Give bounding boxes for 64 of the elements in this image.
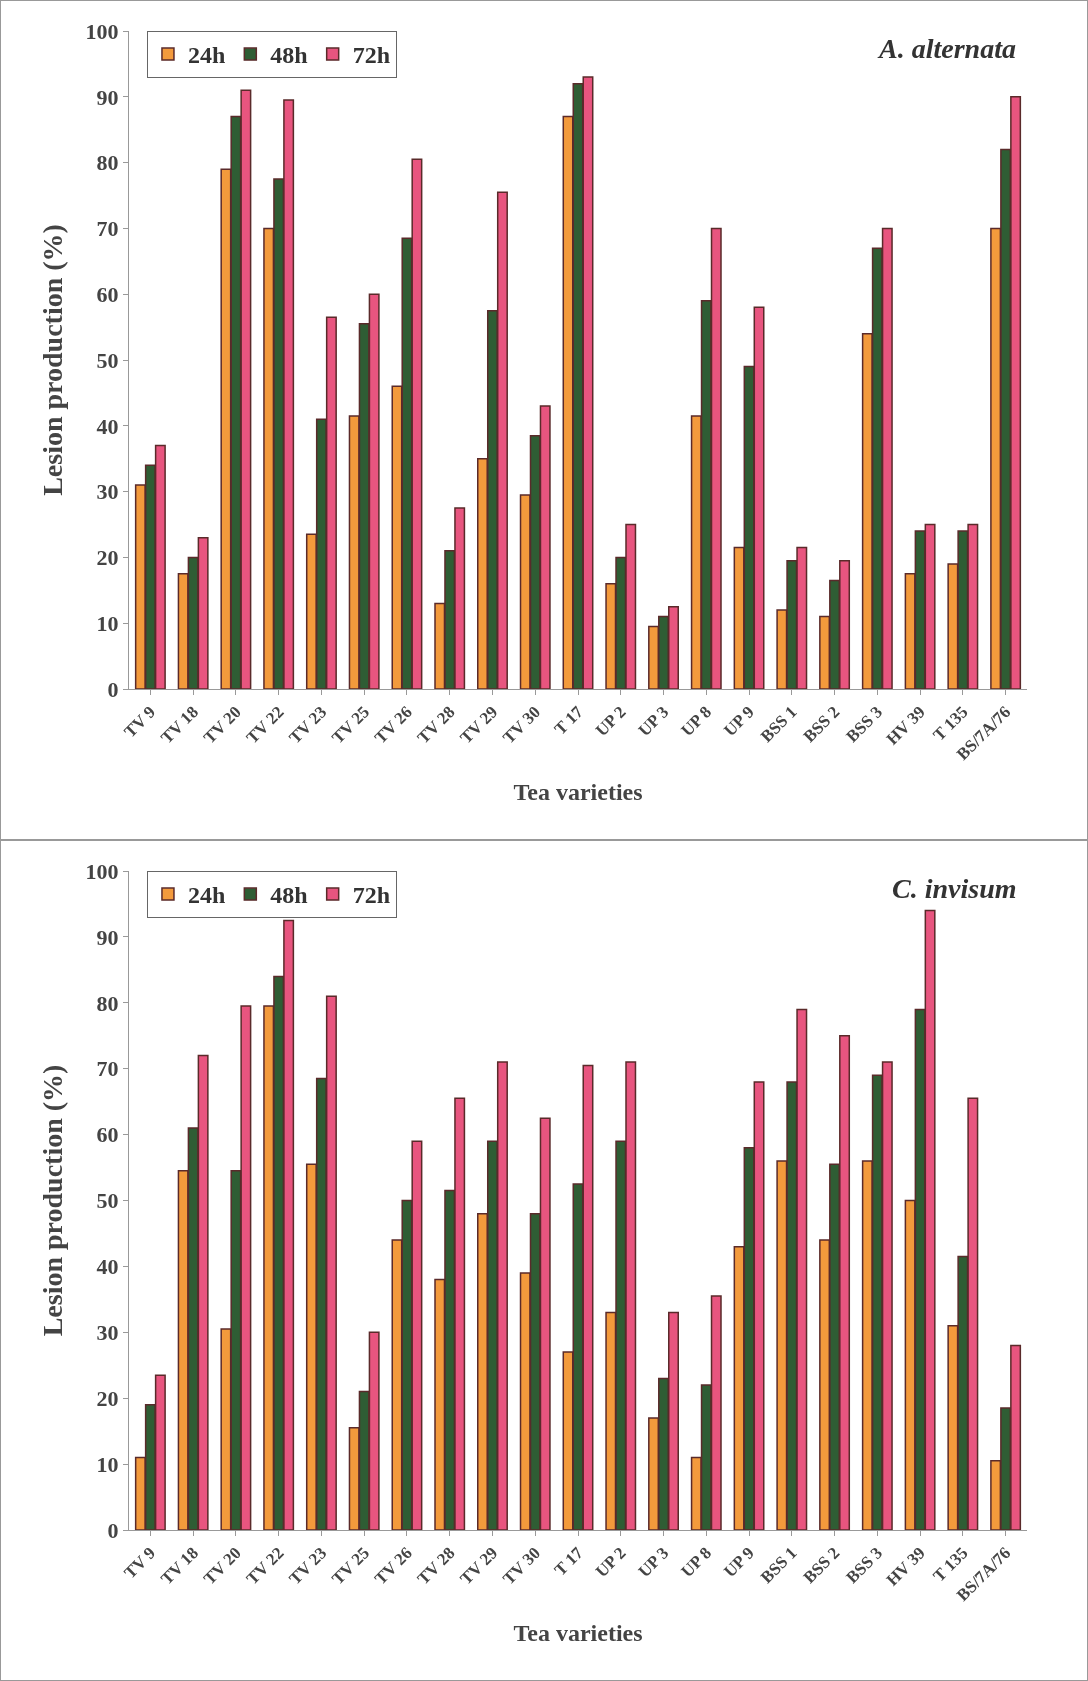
legend-label: 24h	[187, 882, 226, 909]
y-tick-label: 30	[96, 479, 119, 505]
x-axis-title: Tea varieties	[513, 1620, 643, 1647]
x-tick-label: TV 9	[120, 1543, 160, 1583]
y-tick-label: 20	[96, 545, 119, 571]
y-tick-label: 90	[96, 924, 119, 950]
x-tick-label: TV 30	[499, 702, 545, 748]
y-tick-label: 100	[85, 18, 119, 44]
legend-label: 72h	[352, 42, 391, 69]
x-tick-label: TV 29	[456, 1543, 502, 1589]
y-tick-label: 30	[96, 1320, 119, 1345]
x-tick-label: TV 9	[120, 702, 160, 742]
y-tick-label: 0	[107, 676, 119, 702]
x-axis-title: Tea varieties	[513, 779, 643, 806]
y-tick-label: 70	[96, 1056, 119, 1082]
y-tick-label: 60	[96, 281, 119, 307]
x-tick-label: TV 30	[499, 1543, 545, 1589]
y-tick-label: 60	[96, 1122, 119, 1148]
y-tick-label: 70	[96, 216, 119, 242]
x-tick-label: BSS 1	[756, 1543, 801, 1588]
legend-label: 48h	[270, 42, 308, 69]
x-tick-label: TV 18	[157, 1543, 202, 1589]
y-tick-label: 100	[85, 858, 119, 884]
y-tick-label: 20	[96, 1385, 119, 1411]
x-tick-label: T 17	[550, 701, 588, 739]
x-tick-label: UP 2	[591, 702, 630, 741]
x-tick-label: UP 3	[634, 1543, 673, 1582]
y-tick-label: 50	[96, 1188, 119, 1214]
y-tick-label: 50	[96, 347, 119, 373]
x-tick-label: TV 22	[242, 1543, 288, 1589]
x-tick-label: UP 8	[677, 1543, 716, 1582]
x-tick-label: TV 22	[242, 702, 288, 748]
y-axis-title: Lesion production (%)	[37, 224, 69, 496]
y-tick-label: 40	[96, 413, 119, 439]
x-tick-label: UP 9	[720, 1543, 758, 1582]
legend-label: 24h	[187, 42, 226, 69]
y-tick-label: 10	[96, 1451, 119, 1477]
x-tick-label: BSS 1	[756, 702, 801, 747]
y-axis-title: Lesion production (%)	[37, 1064, 69, 1337]
chart-title: C. invisum	[892, 873, 1017, 904]
x-tick-label: TV 29	[456, 702, 502, 748]
x-tick-label: TV 20	[199, 702, 245, 748]
chart-title: A. alternata	[877, 33, 1016, 64]
x-tick-label: BSS 2	[799, 1543, 844, 1588]
x-tick-label: TV 20	[199, 1543, 245, 1589]
y-tick-label: 40	[96, 1254, 119, 1280]
x-tick-label: TV 23	[285, 1543, 331, 1589]
x-tick-label: TV 28	[413, 702, 459, 748]
x-tick-label: TV 18	[157, 702, 202, 748]
x-tick-label: UP 2	[591, 1543, 630, 1582]
y-tick-label: 90	[96, 84, 119, 110]
y-tick-label: 0	[107, 1517, 119, 1543]
legend-label: 72h	[352, 882, 391, 909]
y-tick-label: 80	[96, 150, 119, 176]
x-tick-label: UP 3	[634, 702, 673, 741]
x-tick-label: TV 28	[413, 1543, 459, 1589]
y-tick-label: 10	[96, 610, 119, 636]
y-tick-label: 80	[96, 990, 119, 1016]
x-tick-label: TV 23	[285, 702, 331, 748]
legend-label: 48h	[270, 882, 308, 909]
x-tick-label: BSS 2	[799, 702, 844, 747]
x-tick-label: T 17	[550, 1542, 588, 1580]
x-tick-label: UP 8	[677, 702, 716, 741]
x-tick-label: UP 9	[720, 702, 758, 741]
